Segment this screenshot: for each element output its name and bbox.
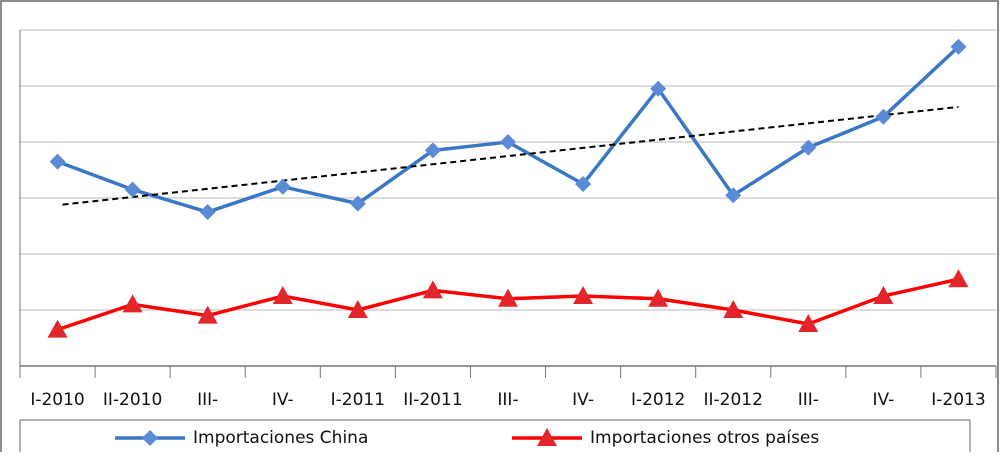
marker: [199, 204, 216, 220]
marker: [648, 288, 669, 307]
marker: [122, 294, 143, 313]
marker: [573, 286, 594, 304]
legend-box: [19, 419, 971, 456]
marker: [650, 80, 667, 97]
marker: [800, 139, 817, 156]
x-tick-label: I-2010: [30, 390, 84, 410]
marker: [142, 430, 158, 446]
x-tick-label: II-2010: [103, 390, 162, 410]
x-tick-label: IV-: [872, 390, 894, 410]
marker: [725, 187, 742, 204]
marker: [272, 286, 293, 304]
marker: [723, 300, 744, 318]
marker: [347, 300, 368, 318]
marker: [349, 195, 366, 212]
marker: [798, 314, 819, 332]
x-tick-label: II-2012: [704, 390, 763, 410]
marker: [875, 108, 892, 125]
marker: [948, 269, 969, 288]
marker: [500, 134, 516, 150]
marker: [197, 305, 218, 324]
x-tick-label: IV-: [272, 390, 294, 410]
x-tick-label: III-: [197, 390, 218, 410]
x-tick-label: III-: [497, 390, 518, 410]
marker: [950, 38, 967, 55]
x-tick-label: I-2011: [331, 390, 385, 410]
legend-label: Importaciones China: [193, 428, 368, 448]
marker: [575, 176, 592, 192]
marker: [49, 153, 66, 170]
x-tick-label: III-: [798, 390, 819, 410]
marker: [537, 428, 557, 446]
marker: [422, 280, 443, 299]
marker: [124, 181, 141, 198]
x-tick-label: IV-: [572, 390, 594, 410]
legend-label: Importaciones otros países: [590, 428, 819, 448]
marker: [47, 319, 68, 338]
x-tick-label: I-2013: [931, 390, 985, 410]
marker: [274, 178, 291, 195]
x-tick-label: I-2012: [631, 390, 685, 410]
trendline: [62, 105, 959, 206]
marker: [873, 286, 894, 304]
x-tick-label: II-2011: [403, 390, 462, 410]
marker: [424, 142, 441, 159]
marker: [498, 288, 518, 307]
